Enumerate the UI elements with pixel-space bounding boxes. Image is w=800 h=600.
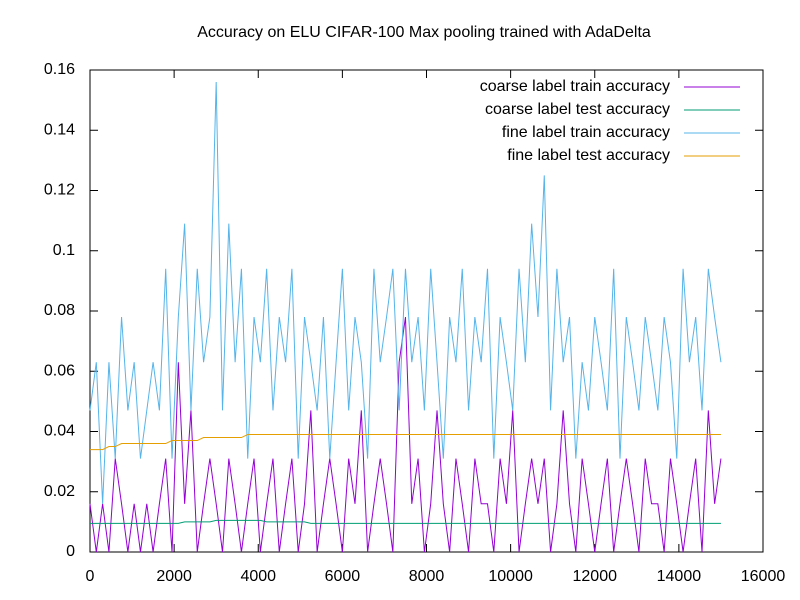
legend-label: coarse label train accuracy xyxy=(480,78,670,95)
data-line xyxy=(89,316,722,553)
y-tick-label: 0.14 xyxy=(44,121,75,138)
y-tick-label: 0 xyxy=(66,543,75,560)
x-tick-label: 0 xyxy=(86,568,95,585)
data-line xyxy=(89,82,722,504)
x-tick-label: 14000 xyxy=(657,568,702,585)
x-tick-label: 8000 xyxy=(409,568,445,585)
legend-label: coarse label test accuracy xyxy=(485,101,670,118)
y-tick-label: 0.12 xyxy=(44,182,75,199)
legend-label: fine label test accuracy xyxy=(507,147,670,164)
y-tick-label: 0.16 xyxy=(44,61,75,78)
y-tick-label: 0.08 xyxy=(44,302,75,319)
y-tick-label: 0.02 xyxy=(44,483,75,500)
x-tick-label: 10000 xyxy=(488,568,533,585)
y-tick-label: 0.04 xyxy=(44,423,75,440)
y-tick-label: 0.1 xyxy=(53,242,75,259)
x-tick-label: 6000 xyxy=(325,568,361,585)
x-tick-label: 4000 xyxy=(240,568,276,585)
x-tick-label: 2000 xyxy=(156,568,192,585)
y-tick-label: 0.06 xyxy=(44,362,75,379)
data-line xyxy=(90,434,721,451)
x-tick-label: 16000 xyxy=(741,568,786,585)
x-tick-label: 12000 xyxy=(573,568,618,585)
data-line xyxy=(90,519,721,524)
chart-title: Accuracy on ELU CIFAR-100 Max pooling tr… xyxy=(197,24,651,41)
legend-label: fine label train accuracy xyxy=(502,124,670,141)
